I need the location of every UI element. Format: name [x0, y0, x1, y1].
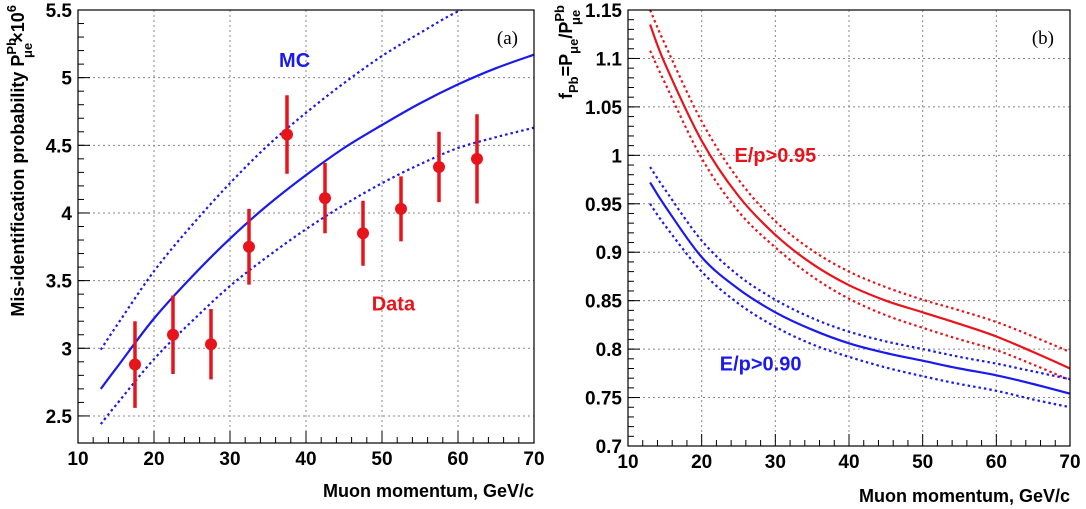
panel-a-data-point-5 [281, 128, 293, 141]
panel-a-data-point-8 [395, 202, 407, 215]
panel-b-y-axis-title: fPb=Pμe/PPbμe [552, 5, 583, 99]
panel-a-x-tick-label-60: 60 [447, 449, 468, 470]
panel-a-y-tick-label-4: 4 [61, 204, 72, 225]
panel-b-curve-e-p-0-90-lower [649, 203, 1070, 409]
panel-a-ticks: 10 20 30 40 50 60 70 2.5 3 3.5 4 4.5 5 5.5 [46, 1, 545, 470]
panel-b-y-tick-label-1-05: 1.05 [585, 98, 622, 119]
panel-b-y-tick-label-0-8: 0.8 [596, 340, 622, 361]
panel-a-curve-mc-upper [99, 10, 464, 351]
panel-b-curve-e-p-0-90-upper [649, 166, 1070, 381]
panel-b-y-title-end-sup: Pb [552, 5, 567, 22]
panel-b-y-tick-label-1: 1 [611, 146, 622, 167]
panel-a-data-points [129, 95, 483, 408]
panel-a-data-point-7 [357, 227, 369, 240]
panel-a-y-tick-label-3-5: 3.5 [46, 272, 73, 293]
panel-b-x-tick-label-20: 20 [691, 452, 712, 473]
panel-b-y-tick-label-0-75: 0.75 [585, 389, 622, 410]
panel-a-annotations: MC Data [279, 50, 416, 316]
panel-b-x-tick-label-30: 30 [765, 452, 786, 473]
panel-a-y-title-main: Mis-identification probability [8, 67, 28, 317]
panel-b-grid [628, 10, 1070, 446]
panel-b-y-title-mid-sub: μe [566, 39, 581, 54]
panel-a-data-point-9 [433, 160, 445, 173]
panel-b-y-title-slash: /P [556, 22, 576, 39]
panel-a-data-point-1 [129, 358, 141, 371]
panel-a-y-tick-label-2-5: 2.5 [46, 407, 73, 428]
panel-a-y-title-sup: Pb [4, 38, 19, 55]
panel-a-x-tick-label-10: 10 [67, 449, 88, 470]
panel-b-ticks: 10 20 30 40 50 60 70 0.7 0.75 0.8 0.85 0.9 0.95 1 1.05… [585, 1, 1081, 473]
panel-a-data-point-4 [243, 240, 255, 253]
panel-a-y-tick-label-5-5: 5.5 [46, 1, 73, 22]
panel-a-label: (a) [497, 28, 518, 49]
panel-b-annotation-e-p-0-90: E/p>0.90 [720, 353, 802, 375]
panel-a-y-title-symbol: P [8, 55, 28, 67]
panel-a-annotation-mc: MC [279, 50, 310, 72]
panel-a-data-point-2 [167, 328, 179, 341]
panel-a-x-tick-label-70: 70 [523, 449, 544, 470]
panel-b-annotation-e-p-0-95: E/p>0.95 [734, 145, 816, 167]
panel-b-y-tick-label-1-1: 1.1 [596, 49, 623, 70]
panel-b-y-tick-label-0-85: 0.85 [585, 292, 622, 313]
panel-a-y-title-suffix: ×10 [8, 12, 28, 43]
panel-a-curves [99, 10, 534, 425]
panel-b-x-tick-label-70: 70 [1059, 452, 1080, 473]
panel-a-x-tick-label-40: 40 [295, 449, 316, 470]
panel-b-y-title-f-sub: Pb [566, 76, 581, 93]
panel-b-y-title-f: f [556, 92, 576, 99]
panel-b-y-tick-label-0-9: 0.9 [596, 243, 622, 264]
panel-a-y-tick-label-4-5: 4.5 [46, 136, 73, 157]
panel-b-x-tick-label-50: 50 [912, 452, 933, 473]
panel-b-label: (b) [1032, 28, 1054, 49]
panel-a: 10 20 30 40 50 60 70 2.5 3 3.5 4 4.5 5 5.5 MC Data (a)… [4, 1, 545, 501]
panel-a-data-point-10 [471, 152, 483, 165]
panel-b-y-title-end-sub: μe [568, 10, 583, 25]
panel-b-y-tick-label-0-7: 0.7 [596, 437, 622, 458]
panel-a-y-tick-label-3: 3 [61, 339, 72, 360]
panel-a-x-tick-label-30: 30 [219, 449, 240, 470]
panel-a-y-axis-title: Mis-identification probability PPbμe×106 [4, 5, 35, 317]
panel-a-y-tick-label-5: 5 [61, 69, 72, 90]
panel-a-curve-mc [99, 53, 534, 390]
panel-b-x-tick-label-40: 40 [838, 452, 859, 473]
panel-b-curve-e-p-0-95 [649, 24, 1070, 370]
panel-b-x-axis-title: Muon momentum, GeV/c [859, 486, 1070, 506]
panel-a-x-axis-title: Muon momentum, GeV/c [323, 481, 534, 501]
panel-b-curve-e-p-0-95-lower [649, 50, 1070, 382]
panel-a-annotation-data: Data [372, 293, 416, 315]
panel-b-y-tick-label-0-95: 0.95 [585, 195, 622, 216]
panel-b: 10 20 30 40 50 60 70 0.7 0.75 0.8 0.85 0.9 0.95 1 1.05… [552, 1, 1081, 506]
panel-b-x-tick-label-60: 60 [986, 452, 1007, 473]
panel-a-data-point-6 [319, 192, 331, 205]
panel-a-grid [78, 10, 534, 443]
panel-a-y-title-exp: 6 [4, 5, 19, 12]
panel-a-curve-mc-lower [99, 126, 534, 425]
panel-a-x-tick-label-20: 20 [143, 449, 164, 470]
panel-a-y-title-sub: μe [20, 43, 35, 58]
panel-b-y-tick-label-1-15: 1.15 [585, 1, 622, 22]
panel-b-x-tick-label-10: 10 [617, 452, 638, 473]
panel-a-data-point-3 [205, 338, 217, 351]
panel-b-annotations: E/p>0.95 E/p>0.90 [720, 145, 816, 375]
panel-b-curve-e-p-0-90 [649, 181, 1070, 395]
panel-b-curves [649, 10, 1070, 409]
panel-a-x-tick-label-50: 50 [371, 449, 392, 470]
panel-b-y-title-eq: =P [556, 54, 576, 77]
